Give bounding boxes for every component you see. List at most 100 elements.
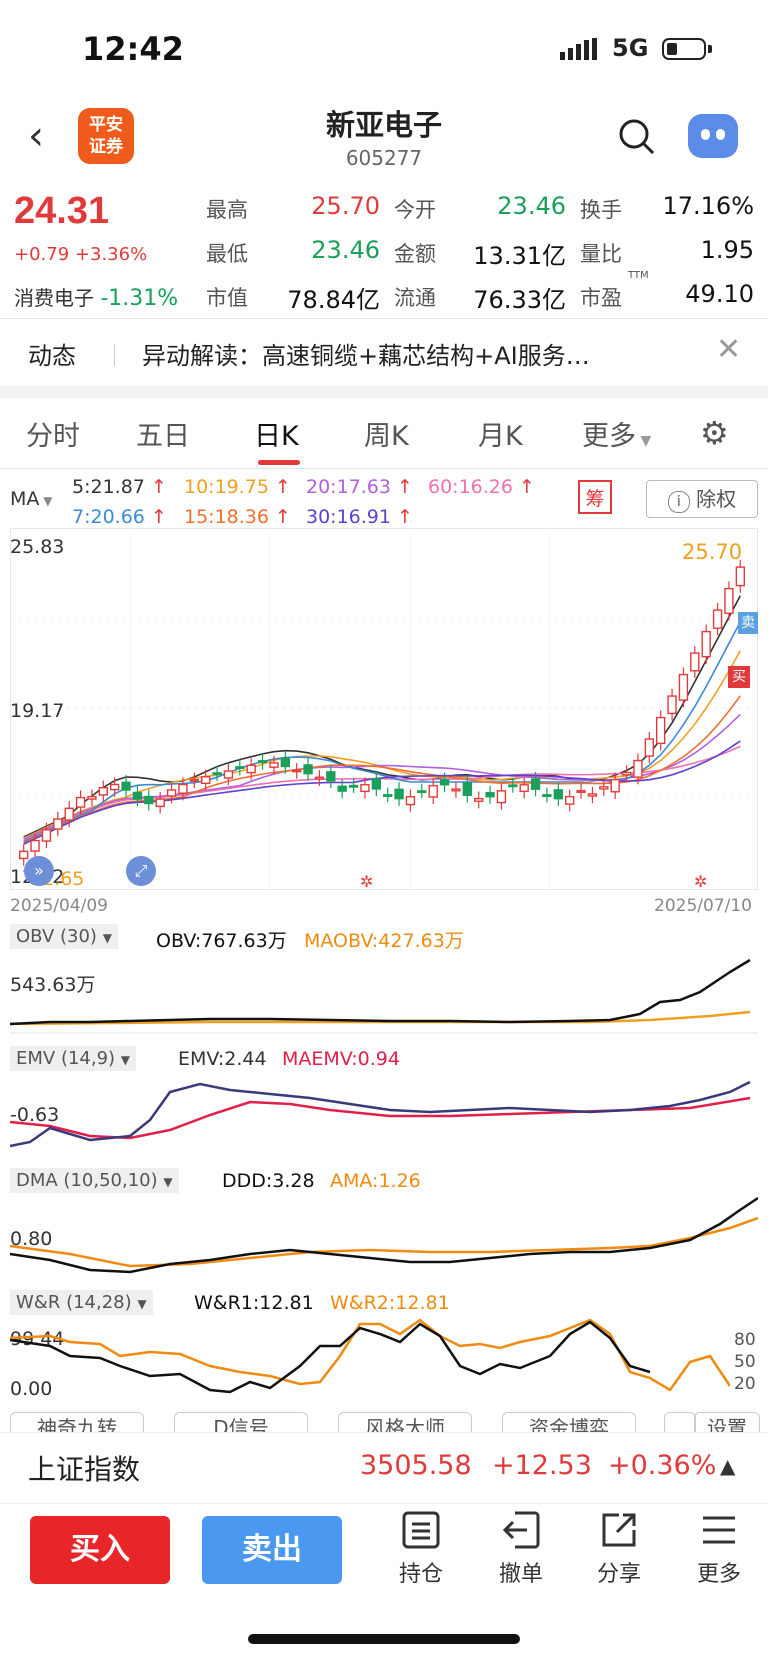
candle-body <box>474 797 484 802</box>
expand-left-icon[interactable]: » <box>24 856 54 886</box>
candle-body <box>41 829 52 842</box>
holdings-button[interactable]: 持仓 <box>386 1510 456 1588</box>
document-icon <box>402 1511 440 1549</box>
gear-icon[interactable]: ⚙ <box>700 414 729 452</box>
event-marker-icon[interactable]: ✲ <box>360 872 374 891</box>
index-ticker[interactable] <box>0 1432 768 1504</box>
value-open: 23.46 <box>497 192 566 220</box>
candle-body <box>599 786 609 790</box>
candle-body <box>496 790 507 804</box>
ma-line <box>23 713 741 841</box>
candle-body <box>394 788 404 800</box>
label-high: 最高 <box>206 198 248 222</box>
candle-body <box>30 839 40 852</box>
candle-body <box>633 759 643 778</box>
value-pe: 49.10 <box>685 280 754 308</box>
emv-indicator-selector[interactable]: EMV (14,9) ▼ <box>10 1046 137 1071</box>
wr-indicator-selector[interactable]: W&R (14,28) ▼ <box>10 1290 153 1315</box>
index-value: 3505.58 <box>360 1450 472 1481</box>
search-icon[interactable] <box>618 118 656 160</box>
kline-y-top: 25.83 <box>10 536 65 558</box>
candle-body <box>712 609 723 629</box>
ma15-value: 15:18.36 ↑ <box>184 506 291 528</box>
assistant-robot-icon[interactable] <box>688 114 738 158</box>
obv-value: OBV:767.63万 <box>156 930 287 952</box>
candle-body <box>166 789 177 797</box>
ma-label[interactable]: MA ▼ <box>10 488 53 510</box>
chip-distribution-button[interactable]: 筹 <box>578 480 612 514</box>
value-low: 23.46 <box>311 236 380 264</box>
ma10-value: 10:19.75 ↑ <box>184 476 291 498</box>
ma5-value: 5:21.87 ↑ <box>72 476 167 498</box>
candle-body <box>371 778 381 790</box>
event-marker-icon[interactable]: ✲ <box>694 872 708 891</box>
candle-body <box>542 794 552 798</box>
tab-five-day[interactable]: 五日 <box>136 421 190 452</box>
index-change-pct: +0.36% <box>608 1450 717 1481</box>
close-icon[interactable]: ✕ <box>716 332 742 367</box>
back-icon[interactable]: ‹ <box>28 113 44 159</box>
candle-body <box>405 796 416 806</box>
candle-body <box>178 783 188 794</box>
candle-body <box>121 781 131 791</box>
value-turnover: 17.16% <box>662 192 754 220</box>
news-headline[interactable]: 异动解读：高速铜缆+藕芯结构+AI服务… <box>142 342 590 370</box>
label-volume-ratio: 量比 <box>580 242 622 266</box>
menu-icon <box>703 1516 735 1544</box>
ma7-value: 7:20.66 ↑ <box>72 506 167 528</box>
candle-body <box>132 791 143 800</box>
date-start: 2025/04/09 <box>10 896 108 916</box>
ma-line <box>23 745 741 842</box>
share-icon <box>602 1513 636 1547</box>
ma20-value: 20:17.63 ↑ <box>306 476 413 498</box>
candle-body <box>690 652 700 672</box>
share-button[interactable]: 分享 <box>584 1510 654 1588</box>
dma-axis-label: 0.80 <box>10 1228 53 1250</box>
expand-up-icon[interactable]: ▲ <box>720 1454 736 1478</box>
undo-icon <box>502 1511 540 1549</box>
maobv-value: MAOBV:427.63万 <box>304 930 464 952</box>
tab-daily-k[interactable]: 日K <box>254 421 299 452</box>
candle-body <box>678 673 689 701</box>
buy-marker[interactable]: 买 <box>728 666 750 688</box>
tab-intraday[interactable]: 分时 <box>26 421 80 452</box>
candle-body <box>508 784 518 788</box>
ddd-value: DDD:3.28 <box>222 1170 315 1192</box>
obv-axis-label: 543.63万 <box>10 974 96 996</box>
obv-indicator-selector[interactable]: OBV (30) ▼ <box>10 924 118 949</box>
candle-body <box>64 807 74 821</box>
candle-body <box>610 778 620 793</box>
candle-body <box>87 795 97 800</box>
sell-button[interactable]: 卖出 <box>202 1516 342 1584</box>
sell-marker[interactable]: 卖 <box>738 612 758 634</box>
maemv-value: MAEMV:0.94 <box>282 1048 400 1070</box>
tab-monthly-k[interactable]: 月K <box>478 421 523 452</box>
stock-code: 605277 <box>345 146 423 170</box>
value-high: 25.70 <box>311 192 380 220</box>
network-type: 5G <box>612 34 649 62</box>
tab-more[interactable]: 更多 ▼ <box>582 421 652 452</box>
fullscreen-icon[interactable]: ⤢ <box>126 856 156 886</box>
stock-name: 新亚电子 <box>325 108 442 142</box>
label-low: 最低 <box>206 242 248 266</box>
candle-body <box>621 771 632 776</box>
sector-change[interactable]: 消费电子 -1.31% <box>14 286 179 311</box>
candle-body <box>144 795 154 805</box>
exright-button[interactable]: i 除权 <box>646 480 758 518</box>
index-name: 上证指数 <box>28 1453 141 1486</box>
dma-indicator-selector[interactable]: DMA (10,50,10) ▼ <box>10 1168 179 1193</box>
value-float-cap: 76.33亿 <box>473 286 566 314</box>
candle-body <box>530 778 541 790</box>
more-button[interactable]: 更多 <box>684 1510 754 1588</box>
kline-chart[interactable] <box>10 528 758 890</box>
candle-body <box>485 792 495 798</box>
buy-button[interactable]: 买入 <box>30 1516 170 1584</box>
tab-weekly-k[interactable]: 周K <box>364 421 409 452</box>
label-amount: 金额 <box>394 242 436 266</box>
news-tag[interactable]: 动态 <box>28 342 76 370</box>
candle-body <box>201 776 211 785</box>
candle-body <box>428 784 438 798</box>
cancel-order-button[interactable]: 撤单 <box>486 1510 556 1588</box>
candle-body <box>189 778 199 782</box>
ma-line <box>23 740 741 845</box>
